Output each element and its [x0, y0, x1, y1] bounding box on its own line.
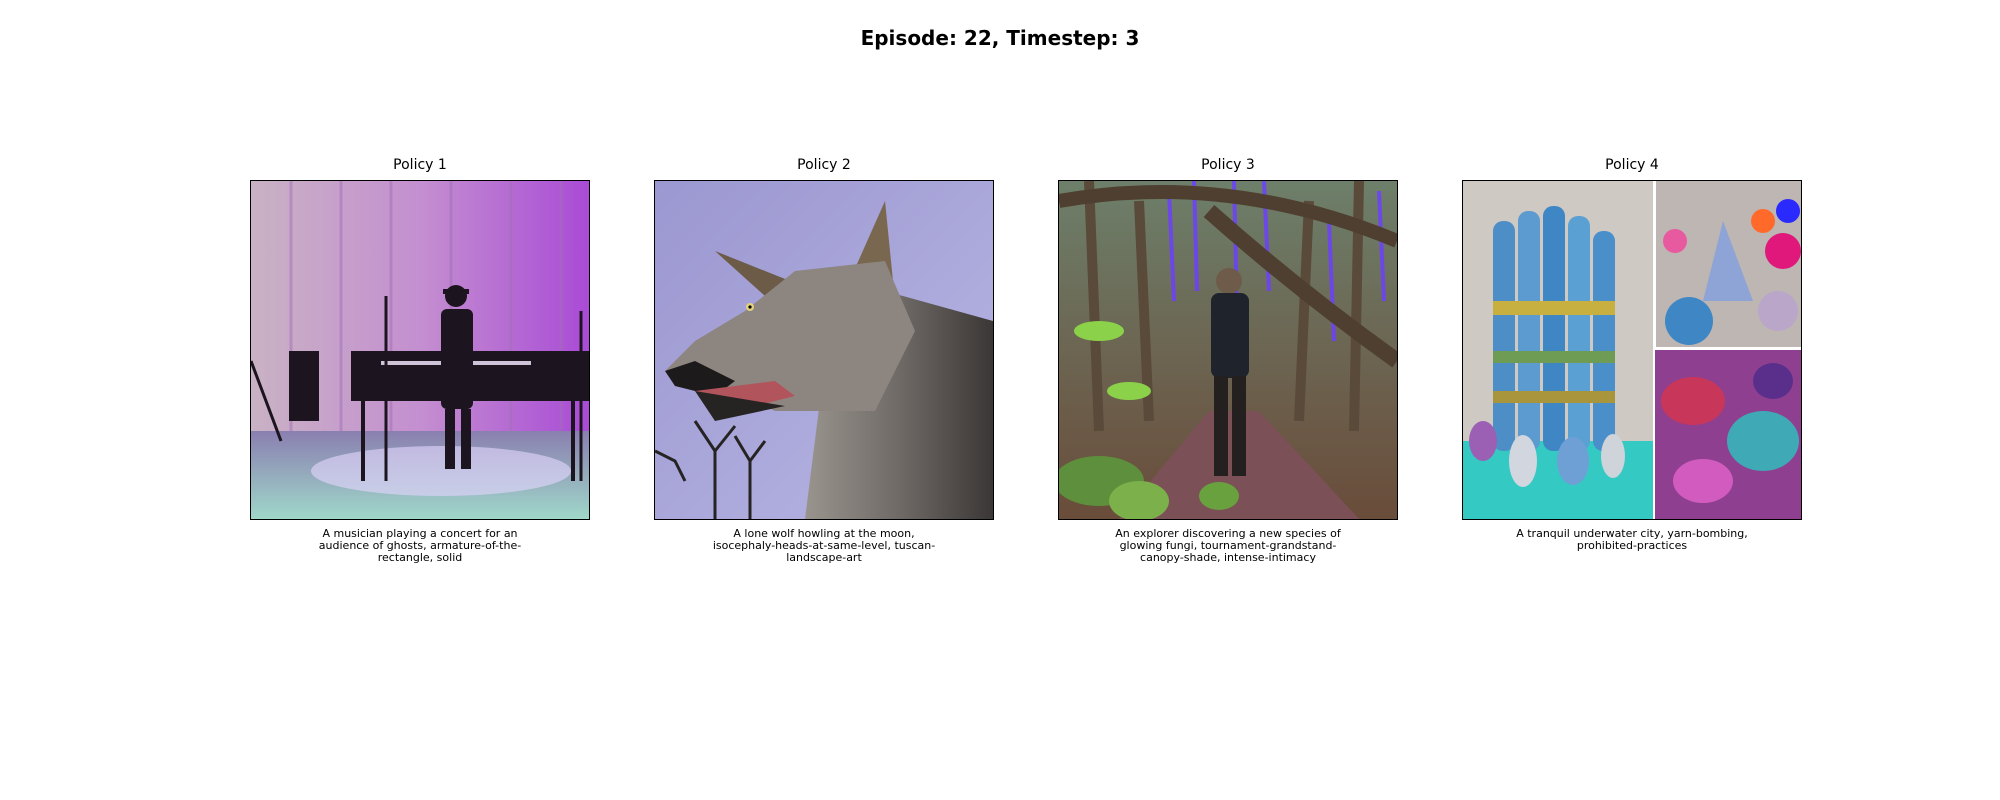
- panel-title: Policy 3: [1201, 157, 1255, 173]
- panel-caption: A tranquil underwater city, yarn-bombing…: [1516, 527, 1748, 552]
- generated-image-musician: [250, 180, 590, 520]
- yarn-city-image: [1463, 181, 1801, 519]
- figure-title: Episode: 22, Timestep: 3: [860, 26, 1140, 50]
- generated-image-wolf: [654, 180, 994, 520]
- musician-stage-image: [251, 181, 589, 519]
- policy-panel-4: Policy 4: [1462, 156, 1802, 552]
- policy-panel-1: Policy 1: [250, 156, 590, 564]
- panel-title: Policy 4: [1605, 157, 1659, 173]
- panel-caption: A lone wolf howling at the moon, isoceph…: [712, 527, 936, 564]
- panel-title: Policy 1: [393, 157, 447, 173]
- panel-title: Policy 2: [797, 157, 851, 173]
- generated-image-explorer: [1058, 180, 1398, 520]
- generated-image-underwater-city: [1462, 180, 1802, 520]
- panel-caption: An explorer discovering a new species of…: [1115, 527, 1341, 564]
- panel-caption: A musician playing a concert for an audi…: [318, 527, 522, 564]
- policy-panel-3: Policy 3: [1058, 156, 1398, 564]
- policy-panel-2: Policy 2: [654, 156, 994, 564]
- wolf-image: [655, 181, 993, 519]
- explorer-forest-image: [1059, 181, 1397, 519]
